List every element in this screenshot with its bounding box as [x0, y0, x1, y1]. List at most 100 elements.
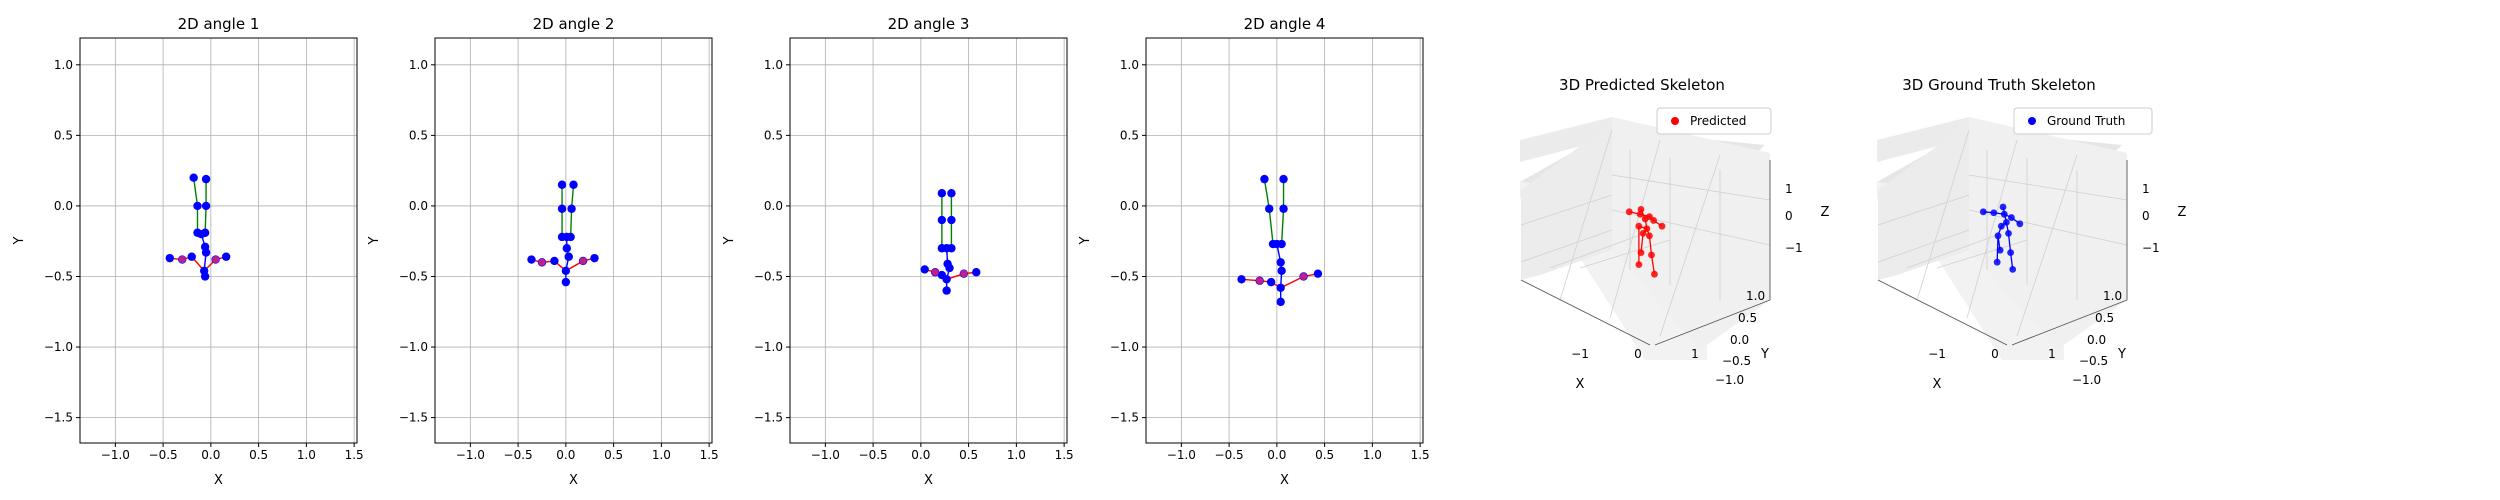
joint-point [2008, 214, 2015, 221]
pane-gridline [1877, 229, 1970, 263]
x-tick-label: −0.5 [149, 448, 178, 462]
y-tick-label: 0.5 [409, 128, 428, 142]
pane-gridline [1520, 194, 1613, 226]
joint-point-highlight [1300, 272, 1308, 281]
y-tick-label: −0.5 [1110, 269, 1139, 283]
joint-point [187, 252, 196, 261]
subplot-title: 2D angle 3 [888, 15, 970, 33]
x-tick-label: 1.0 [1363, 448, 1382, 462]
pane-gridline [1659, 154, 1721, 337]
y-axis-label: Y [2117, 347, 2126, 362]
y-tick-label: 0.0 [1730, 333, 1749, 347]
z-axis-label: Z [1821, 205, 1830, 220]
y-tick-label: 1.0 [54, 58, 73, 72]
x-tick-label: 0 [1991, 347, 1999, 361]
y-tick-label: 0.0 [1120, 199, 1139, 213]
z-tick-label: 0 [2142, 209, 2150, 223]
joint-point [569, 180, 578, 189]
x-tick-label: 0.5 [1315, 448, 1334, 462]
x-tick-label: −0.5 [504, 448, 533, 462]
x-tick-label: 1 [1691, 347, 1699, 361]
joint-point [200, 272, 210, 281]
joint-point [1279, 174, 1288, 184]
pane-gridline [1579, 239, 1671, 269]
joint-point-highlight [178, 255, 186, 264]
joint-point [1994, 232, 2002, 240]
pane-gridline [2016, 154, 2078, 337]
joint-point-highlight [212, 255, 220, 264]
x-tick-label: 1.5 [700, 448, 719, 462]
axes-frame [789, 37, 1068, 444]
joint-point [1648, 251, 1655, 259]
joint-point [1637, 206, 1645, 213]
x-tick-label: −0.5 [859, 448, 888, 462]
x-tick-label: 0.0 [1267, 448, 1286, 462]
joint-point [201, 201, 211, 211]
y-tick-label: 0.0 [54, 199, 73, 213]
pane-gridline [1968, 174, 2128, 201]
subplot-title: 3D Ground Truth Skeleton [1902, 76, 2095, 94]
subplot-title: 2D angle 1 [178, 15, 260, 33]
pane-gridline [1877, 194, 1970, 226]
joint-point [221, 252, 231, 261]
pane-right [1969, 117, 2127, 350]
joint-point [1997, 222, 2005, 230]
joint-point [1279, 204, 1288, 213]
y-tick-label: 0.5 [1738, 311, 1757, 325]
x-tick-label: 0 [1634, 347, 1642, 361]
x-tick-label: 0.0 [201, 448, 220, 462]
joint-point [1643, 225, 1651, 233]
pane-gridline [1609, 139, 1661, 319]
joint-point [200, 242, 210, 252]
joint-point [590, 253, 599, 263]
subplot-2d-4: −1.0 −0.5 0.0 0.5 1.0 1.5 1.0 0.5 0.0 −0.5 −1.0 −1.… [1078, 15, 1430, 488]
legend-marker [1671, 117, 1679, 125]
joint-point [1276, 297, 1285, 307]
x-tick-label: 1.0 [297, 448, 316, 462]
joint-point [937, 270, 947, 280]
x-tick-label: 1.5 [1411, 448, 1430, 462]
joint-point-highlight [1256, 277, 1264, 285]
joint-point-highlight [931, 268, 939, 276]
legend-frame [2013, 107, 2153, 135]
y-tick-label: 0.0 [2087, 333, 2106, 347]
subplot-2d-1: −1.0 −0.5 0.0 0.5 1.0 1.5 1.0 0.5 0.0 −0.5 −1.0 −1.… [12, 15, 364, 488]
legend-marker [2028, 117, 2036, 125]
y-axis-label: Y [722, 236, 737, 245]
joint-point [1641, 215, 1649, 223]
y-tick-label: 0.5 [2095, 311, 2114, 325]
axes-frame [1145, 37, 1424, 444]
z-axis-label: Z [2178, 205, 2187, 220]
joint-point [1237, 275, 1246, 284]
joint-point [1276, 283, 1285, 292]
joint-point [1993, 258, 2001, 266]
joint-point [937, 189, 947, 198]
joint-point [1639, 230, 1647, 237]
pane-gridline [1559, 129, 1613, 301]
joint-point [1635, 261, 1643, 268]
x-tick-label: 1.5 [345, 448, 364, 462]
joint-point [1277, 266, 1286, 276]
x-axis-label: X [1280, 473, 1289, 488]
joint-point [1650, 217, 1657, 224]
y-tick-label: 1.0 [409, 58, 428, 72]
joint-point [942, 244, 951, 253]
joint-point [1646, 232, 1653, 240]
x-axis-line [1520, 279, 1651, 346]
joint-point [2016, 220, 2024, 228]
subplot-3d-2: −1 0 1 −1.0 −0.5 0.0 0.5 1.0 −1 0 1 X Y Z 3D Ground Tr… [1877, 76, 2187, 392]
joint-point [562, 232, 572, 242]
pane-left [1521, 117, 1612, 280]
axes-frame [434, 37, 713, 444]
x-axis-label: X [1576, 377, 1585, 392]
y-tick-label: −1.0 [44, 340, 73, 354]
pane-gridline [1906, 234, 1998, 269]
joint-point [567, 204, 576, 213]
joint-point [1651, 270, 1658, 278]
pane-gridline [1520, 229, 1613, 263]
joint-point [1266, 277, 1276, 287]
joint-point [1999, 203, 2007, 211]
joint-point [1637, 249, 1645, 256]
bone [1646, 228, 1656, 275]
bone [2005, 222, 2014, 270]
